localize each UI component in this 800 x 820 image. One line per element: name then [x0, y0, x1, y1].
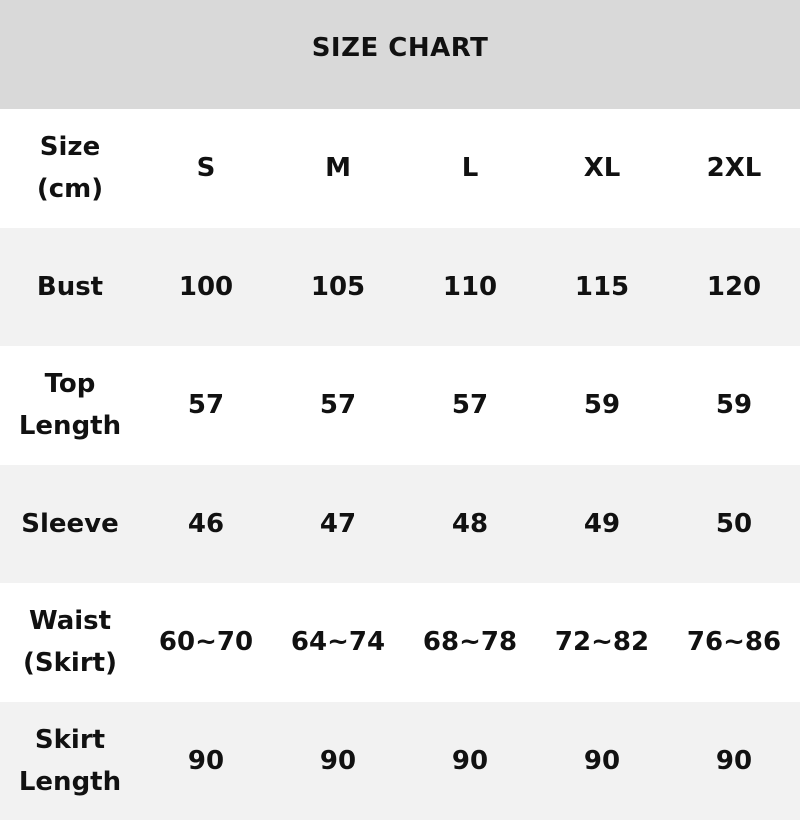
- size-2xl: 2XL: [668, 147, 800, 189]
- table-cell: 76~86: [668, 621, 800, 663]
- table-cell: 72~82: [536, 621, 668, 663]
- table-cell: 90: [272, 740, 404, 782]
- row-label: Bust: [0, 266, 140, 308]
- table-cell: 60~70: [140, 621, 272, 663]
- size-l: L: [404, 147, 536, 189]
- table-cell: 105: [272, 266, 404, 308]
- header-row: Size (cm) S M L XL 2XL: [0, 109, 800, 228]
- table-cell: 59: [668, 384, 800, 426]
- row-label: Top Length: [0, 363, 140, 447]
- table-cell: 100: [140, 266, 272, 308]
- size-xl: XL: [536, 147, 668, 189]
- row-label: Waist (Skirt): [0, 600, 140, 684]
- table-cell: 57: [404, 384, 536, 426]
- table-cell: 59: [536, 384, 668, 426]
- table-cell: 90: [668, 740, 800, 782]
- table-cell: 120: [668, 266, 800, 308]
- table-cell: 47: [272, 503, 404, 545]
- table-cell: 49: [536, 503, 668, 545]
- size-label: Size (cm): [0, 126, 140, 210]
- table-cell: 64~74: [272, 621, 404, 663]
- table-cell: 57: [140, 384, 272, 426]
- table-cell: 115: [536, 266, 668, 308]
- size-chart-title: SIZE CHART: [0, 0, 800, 109]
- table-cell: 57: [272, 384, 404, 426]
- size-m: M: [272, 147, 404, 189]
- row-label: Skirt Length: [0, 719, 140, 803]
- table-cell: 50: [668, 503, 800, 545]
- table-cell: 90: [536, 740, 668, 782]
- size-s: S: [140, 147, 272, 189]
- table-cell: 48: [404, 503, 536, 545]
- table-cell: 68~78: [404, 621, 536, 663]
- table-cell: 110: [404, 266, 536, 308]
- table-cell: 90: [404, 740, 536, 782]
- row-label: Sleeve: [0, 503, 140, 545]
- table-cell: 90: [140, 740, 272, 782]
- table-cell: 46: [140, 503, 272, 545]
